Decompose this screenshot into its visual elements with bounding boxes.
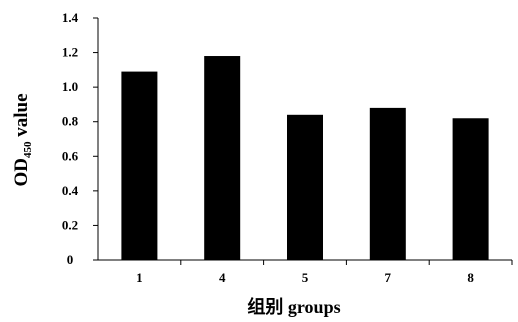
y-axis-title-subscript: 450: [22, 141, 34, 158]
y-tick-label: 0: [67, 252, 74, 267]
axes-group: [97, 18, 512, 261]
y-tick-label: 1.0: [62, 79, 78, 94]
x-tick-label-1: 1: [136, 270, 143, 285]
bar-7: [369, 107, 406, 260]
y-axis-title-prefix: OD: [11, 158, 32, 187]
bar-1: [121, 71, 158, 260]
y-tick-label: 0.4: [62, 183, 79, 198]
bar-8: [452, 118, 489, 260]
y-tick-label: 1.2: [62, 45, 78, 60]
y-tick-label: 0.2: [62, 217, 78, 232]
bars-group: [121, 56, 489, 261]
y-ticks-group: 0 0.2 0.4 0.6 0.8 1.0 1.2 1.4: [62, 10, 98, 267]
bar-4: [204, 56, 241, 261]
x-ticks-group: 1 4 5 7 8: [136, 260, 513, 285]
y-tick-label: 0.8: [62, 114, 79, 129]
y-axis-title-suffix: value: [11, 93, 32, 141]
y-axis-title: OD450 value: [11, 93, 34, 186]
x-axis-title: 组别 groups: [247, 296, 340, 317]
bar-5: [287, 114, 323, 260]
x-tick-label-7: 7: [385, 270, 392, 285]
x-tick-label-8: 8: [467, 270, 474, 285]
y-tick-label: 0.6: [62, 148, 79, 163]
y-tick-label: 1.4: [62, 10, 79, 25]
x-tick-label-4: 4: [219, 270, 226, 285]
x-tick-label-5: 5: [302, 270, 309, 285]
